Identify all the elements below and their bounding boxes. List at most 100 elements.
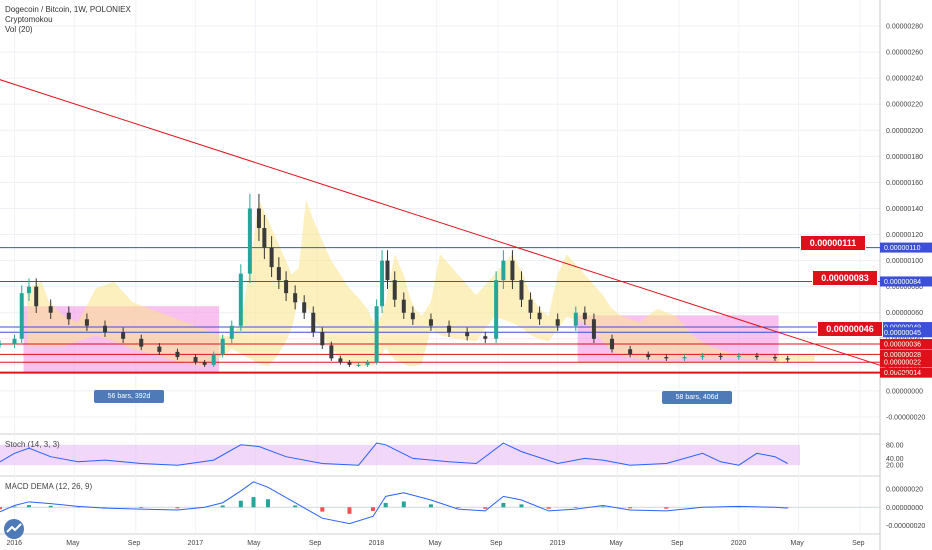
candle-body [555,319,560,326]
candle-body [202,362,207,365]
macd-histogram-bar [456,507,461,508]
macd-line [0,481,788,525]
x-tick-label: 2016 [6,540,22,547]
candle-body [664,357,669,359]
y-tick-label: 0.00000100 [886,258,923,265]
candle-body [772,357,777,359]
candle-body [347,362,352,365]
candle-body [193,357,198,363]
macd-histogram-bar [401,501,406,508]
macd-histogram-bar [347,507,352,514]
price-label-text: 0.00000028 [884,352,921,359]
price-label-box [880,327,932,338]
candle-body [528,299,533,313]
trendline [0,79,911,376]
price-label-box [880,276,932,287]
candle-body [736,355,741,358]
candle-body [103,325,108,333]
callout-111[interactable]: 0.00000111 [800,235,866,251]
candle-body [519,280,524,300]
macd-histogram-bar [383,502,388,508]
y-tick-label: 0.00000260 [886,50,923,57]
callout-083[interactable]: 0.00000083 [812,270,878,286]
price-label-text: 0.00000036 [884,342,921,349]
stoch-tick-label: 80.00 [886,442,904,449]
price-label-text: 0.00000084 [884,279,921,286]
candle-body [447,325,452,333]
x-tick-label: 2020 [731,540,747,547]
stoch-tick-label: 40.00 [886,456,904,463]
stoch-k-line [0,442,788,466]
candle-body [238,273,243,326]
price-label-box [880,357,932,368]
candle-body [754,355,759,358]
price-label-text: 0.00000110 [884,245,921,252]
price-label-text: 0.00000014 [884,370,921,377]
x-tick-label: May [791,540,805,547]
ichimoku-cloud [27,199,815,367]
macd-histogram-bar [519,504,524,508]
callout-046[interactable]: 0.00000046 [817,321,883,337]
candle-body [34,286,39,307]
y-tick-label: 0.00000280 [886,24,923,31]
candle-body [718,355,723,358]
candle-body [428,319,433,326]
x-tick-label: 2019 [550,540,566,547]
volume-title: Vol (20) [5,25,33,34]
tradingview-logo-icon[interactable] [3,518,29,540]
stoch-band [0,444,800,466]
stoch-title: Stoch (14, 3, 3) [5,440,60,449]
candle-body [175,351,180,358]
candle-body [302,302,307,313]
y-tick-label: 0.00000200 [886,128,923,135]
x-tick-label: 2017 [188,540,204,547]
macd-histogram-bar [0,507,2,510]
y-tick-label: 0.00000120 [886,232,923,239]
y-tick-label: 0.00000160 [886,180,923,187]
candle-body [293,293,298,303]
candle-body [385,260,390,281]
candle-body [256,208,261,229]
x-tick-label: Sep [852,540,865,547]
candle-body [139,338,144,347]
x-tick-label: Sep [309,540,322,547]
macd-title: MACD DEMA (12, 26, 9) [5,482,92,491]
price-label-text: 0.00000022 [884,360,921,367]
y-tick-label: 0.00000180 [886,154,923,161]
macd-histogram-bar [483,507,488,509]
symbol-title: Dogecoin / Bitcoin, 1W, POLONIEX [5,5,131,14]
candle-body [0,344,2,345]
price-label-box [880,242,932,253]
stoch-tick-label: 20.00 [886,463,904,470]
macd-histogram-bar [428,504,433,508]
x-tick-label: Sep [671,540,684,547]
macd-tick-label: -0.00000020 [886,523,925,530]
candle-body [157,346,162,352]
macd-histogram-bar [664,507,669,509]
macd-histogram-bar [501,502,506,508]
macd-histogram-bar [573,507,578,508]
candle-body [501,260,506,281]
macd-histogram-bar [371,507,376,511]
y-tick-label: 0.00000000 [886,388,923,395]
macd-tick-label: 0.00000000 [886,505,923,512]
candle-body [610,338,615,350]
candle-body [356,364,361,366]
y-tick-label: 0.00000080 [886,284,923,291]
macd-histogram-bar [175,507,180,509]
macd-histogram-bar [220,505,225,508]
candle-body [401,299,406,313]
x-tick-label: Sep [490,540,503,547]
y-tick-label: 0.00000140 [886,206,923,213]
candle-body [229,325,234,339]
y-tick-label: 0.00000060 [886,310,923,317]
macd-histogram-bar [48,505,53,508]
macd-histogram-bar [238,500,243,508]
indicator-title: Cryptomokou [5,15,53,24]
y-tick-label: 0.00000220 [886,102,923,109]
candle-body [220,338,225,355]
candle-body [483,336,488,339]
candle-body [646,354,651,358]
